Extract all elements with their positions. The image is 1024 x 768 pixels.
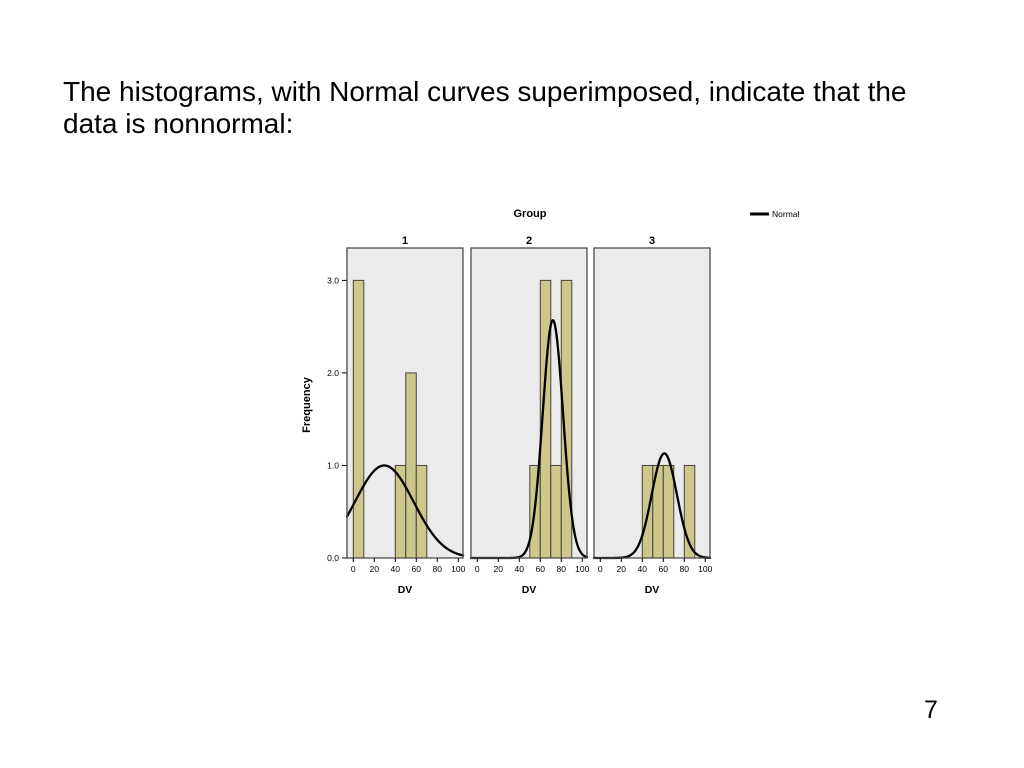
- x-tick-label: 60: [536, 564, 546, 574]
- legend: Normal: [750, 209, 800, 219]
- panel-border: [593, 247, 711, 559]
- x-tick-label: 40: [391, 564, 401, 574]
- slide-caption-text: The histograms, with Normal curves super…: [63, 76, 907, 140]
- legend-label: Normal: [772, 209, 800, 219]
- normal-curve: [345, 464, 465, 557]
- histogram-bar: [662, 464, 675, 559]
- chart-title: Group: [514, 208, 547, 220]
- panel-label: 3: [649, 235, 655, 247]
- x-tick-label: 100: [575, 564, 589, 574]
- panel-group-3: 3 0 20 40 60 80 100 DV: [592, 235, 713, 596]
- panel-group-1: 1 0 20 40 60 80 100 DV: [345, 235, 466, 596]
- x-tick-label: 80: [557, 564, 567, 574]
- y-tick-label: 2.0: [327, 368, 339, 378]
- x-tick-label: 80: [680, 564, 690, 574]
- x-tick-label: 20: [617, 564, 627, 574]
- x-tick-label: 100: [698, 564, 712, 574]
- x-tick-label: 20: [494, 564, 504, 574]
- x-tick-label: 80: [433, 564, 443, 574]
- x-tick-label: 20: [370, 564, 380, 574]
- y-tick-label: 0.0: [327, 553, 339, 563]
- x-tick-label: 0: [598, 564, 603, 574]
- panel-border: [470, 247, 588, 559]
- panel-label: 1: [402, 235, 408, 247]
- histogram-bar: [352, 279, 365, 559]
- x-axis-label: DV: [398, 584, 413, 596]
- x-tick-label: 100: [451, 564, 465, 574]
- histogram-bar: [405, 372, 417, 559]
- histogram-bar: [550, 464, 562, 559]
- y-axis-label: Frequency: [301, 376, 313, 433]
- x-tick-label: 40: [638, 564, 648, 574]
- x-tick-label: 60: [659, 564, 669, 574]
- x-tick-label: 40: [515, 564, 525, 574]
- x-tick-label: 60: [412, 564, 422, 574]
- x-axis-label: DV: [645, 584, 660, 596]
- x-tick-label: 0: [351, 564, 356, 574]
- panel-label: 2: [526, 235, 532, 247]
- page-number: 7: [924, 696, 938, 724]
- y-tick-label: 1.0: [327, 460, 339, 470]
- x-axis-label: DV: [522, 584, 537, 596]
- x-tick-label: 0: [475, 564, 480, 574]
- y-tick-label: 3.0: [327, 275, 339, 285]
- histogram-chart: Group Normal Frequency 0.0 1.0 2.0 3.0 1 0 20 40 60…: [290, 195, 810, 605]
- panel-border: [346, 247, 464, 559]
